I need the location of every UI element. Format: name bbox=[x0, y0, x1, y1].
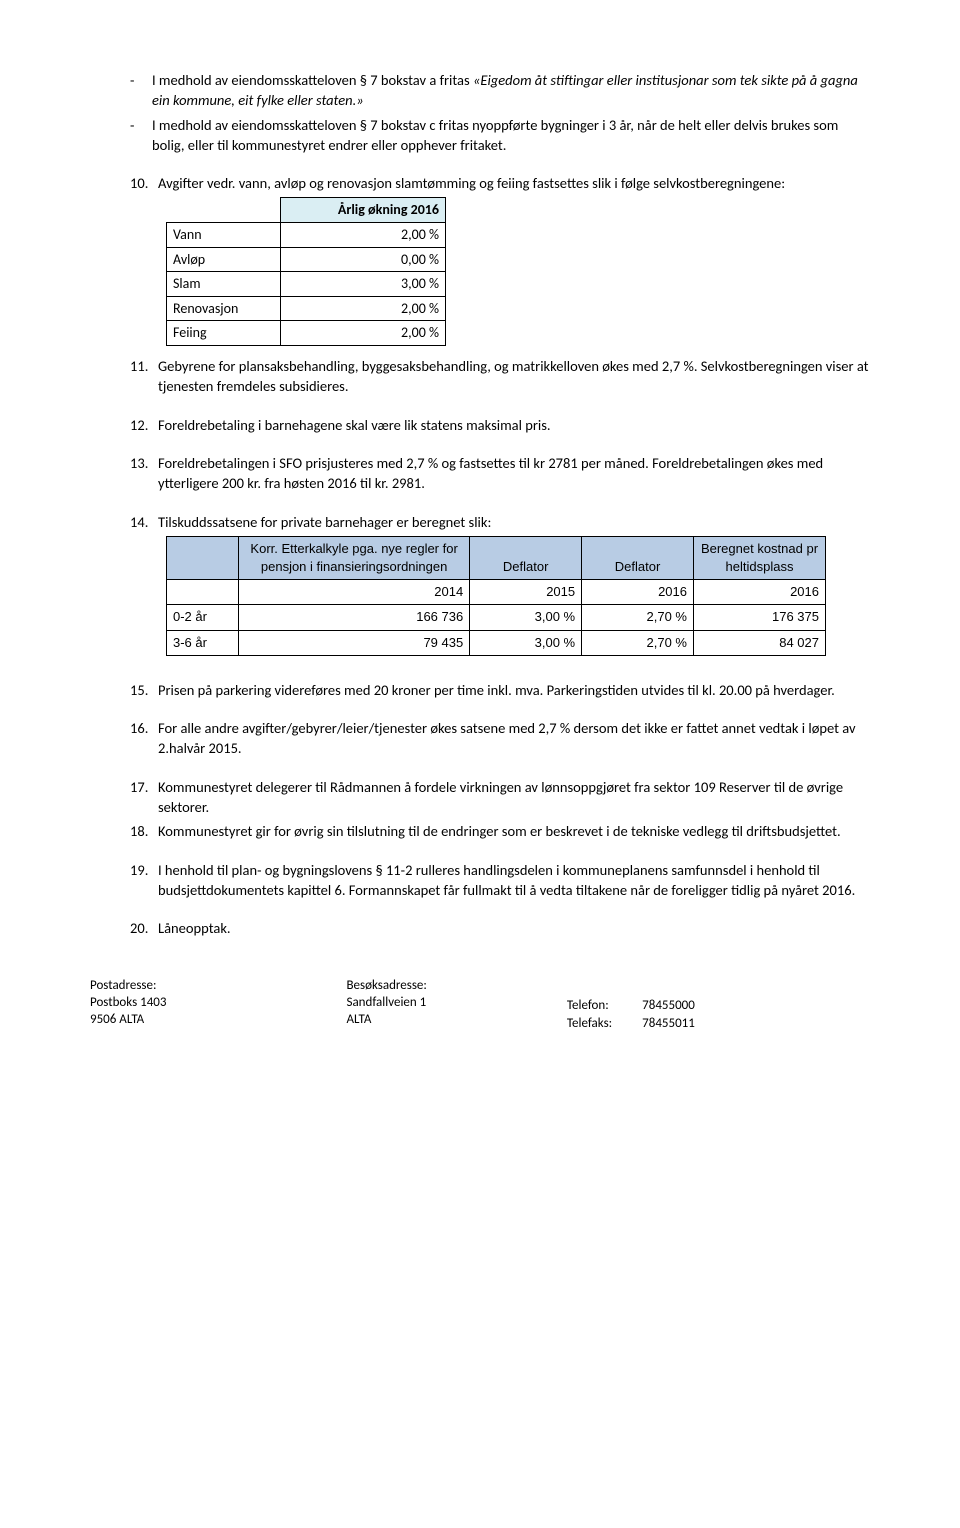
rate-label: Slam bbox=[167, 272, 281, 297]
table-cell: 2014 bbox=[239, 580, 470, 605]
table-cell: 2016 bbox=[694, 580, 826, 605]
table-cell: 79 435 bbox=[239, 630, 470, 655]
table-cell: 0-2 år bbox=[167, 605, 239, 630]
table-header: Deflator bbox=[582, 536, 694, 579]
footer-line: 9506 ALTA bbox=[90, 1012, 166, 1029]
table-header-empty bbox=[167, 536, 239, 579]
item-text: Kommunestyret delegerer til Rådmannen å … bbox=[158, 777, 870, 818]
item-number: 14. bbox=[130, 512, 158, 532]
rate-label: Renovasjon bbox=[167, 296, 281, 321]
item-text: Låneopptak. bbox=[158, 918, 870, 938]
footer-label: Postadresse: bbox=[90, 978, 166, 995]
rate-value: 2,00 % bbox=[280, 321, 445, 346]
footer-post-address: Postadresse: Postboks 1403 9506 ALTA bbox=[90, 978, 166, 1033]
page-footer: Postadresse: Postboks 1403 9506 ALTA Bes… bbox=[90, 978, 870, 1033]
table-year-row: 2014 2015 2016 2016 bbox=[167, 580, 826, 605]
table-cell: 166 736 bbox=[239, 605, 470, 630]
table-cell: 3,00 % bbox=[470, 630, 582, 655]
footer-visit-address: Besøksadresse: Sandfallveien 1 ALTA bbox=[346, 978, 426, 1033]
item-text: Tilskuddssatsene for private barnehager … bbox=[158, 512, 870, 532]
footer-phone: 78455000 bbox=[642, 997, 695, 1015]
item-number: 18. bbox=[130, 821, 158, 841]
footer-line: Sandfallveien 1 bbox=[346, 995, 426, 1012]
numbered-item-13: 13. Foreldrebetalingen i SFO prisjustere… bbox=[130, 453, 870, 494]
numbered-item-14: 14. Tilskuddssatsene for private barneha… bbox=[130, 512, 870, 532]
table-cell: 2,70 % bbox=[582, 605, 694, 630]
bullet-marker: - bbox=[130, 70, 152, 111]
rate-value: 3,00 % bbox=[280, 272, 445, 297]
table-cell: 176 375 bbox=[694, 605, 826, 630]
item-number: 13. bbox=[130, 453, 158, 494]
numbered-item-18: 18. Kommunestyret gir for øvrig sin tils… bbox=[130, 821, 870, 841]
item-number: 17. bbox=[130, 777, 158, 818]
numbered-item-17: 17. Kommunestyret delegerer til Rådmanne… bbox=[130, 777, 870, 818]
table-cell: 3,00 % bbox=[470, 605, 582, 630]
item-number: 12. bbox=[130, 415, 158, 435]
footer-label: Besøksadresse: bbox=[346, 978, 426, 995]
footer-line: ALTA bbox=[346, 1012, 426, 1029]
footer-line: Postboks 1403 bbox=[90, 995, 166, 1012]
table-row: 3-6 år 79 435 3,00 % 2,70 % 84 027 bbox=[167, 630, 826, 655]
rate-label: Vann bbox=[167, 223, 281, 248]
item-number: 20. bbox=[130, 918, 158, 938]
footer-fax-label: Telefaks: bbox=[567, 1015, 612, 1033]
table-header: Korr. Etterkalkyle pga. nye regler for p… bbox=[239, 536, 470, 579]
item-text: Gebyrene for plansaksbehandling, byggesa… bbox=[158, 356, 870, 397]
item-number: 10. bbox=[130, 173, 158, 193]
rate-value: 2,00 % bbox=[280, 223, 445, 248]
item-text: Foreldrebetalingen i SFO prisjusteres me… bbox=[158, 453, 870, 494]
footer-phone-label: Telefon: bbox=[567, 997, 612, 1015]
table-cell: 3-6 år bbox=[167, 630, 239, 655]
table-row: Slam3,00 % bbox=[167, 272, 446, 297]
table-row: Renovasjon2,00 % bbox=[167, 296, 446, 321]
table-cell: 2015 bbox=[470, 580, 582, 605]
item-text: Prisen på parkering videreføres med 20 k… bbox=[158, 680, 870, 700]
table-cell bbox=[167, 580, 239, 605]
footer-contact: Telefon: Telefaks: 78455000 78455011 bbox=[567, 978, 695, 1033]
footer-fax: 78455011 bbox=[642, 1015, 695, 1033]
rate-label: Feiing bbox=[167, 321, 281, 346]
item-text: Kommunestyret gir for øvrig sin tilslutn… bbox=[158, 821, 870, 841]
numbered-item-12: 12. Foreldrebetaling i barnehagene skal … bbox=[130, 415, 870, 435]
numbered-item-16: 16. For alle andre avgifter/gebyrer/leie… bbox=[130, 718, 870, 759]
rate-value: 2,00 % bbox=[280, 296, 445, 321]
item-text: I henhold til plan- og bygningslovens § … bbox=[158, 860, 870, 901]
table-row: Avløp0,00 % bbox=[167, 247, 446, 272]
numbered-item-19: 19. I henhold til plan- og bygningsloven… bbox=[130, 860, 870, 901]
subsidy-table: Korr. Etterkalkyle pga. nye regler for p… bbox=[166, 536, 826, 656]
table-empty-header bbox=[167, 198, 281, 223]
item-text: Avgifter vedr. vann, avløp og renovasjon… bbox=[158, 173, 870, 193]
rates-table: Årlig økning 2016 Vann2,00 % Avløp0,00 %… bbox=[166, 197, 446, 346]
numbered-item-15: 15. Prisen på parkering videreføres med … bbox=[130, 680, 870, 700]
item-number: 11. bbox=[130, 356, 158, 397]
numbered-item-20: 20. Låneopptak. bbox=[130, 918, 870, 938]
table-cell: 84 027 bbox=[694, 630, 826, 655]
table-cell: 2016 bbox=[582, 580, 694, 605]
rate-value: 0,00 % bbox=[280, 247, 445, 272]
bullet-text-pre: I medhold av eiendomsskatteloven § 7 bok… bbox=[152, 71, 473, 89]
table-row: Vann2,00 % bbox=[167, 223, 446, 248]
bullet-item: - I medhold av eiendomsskatteloven § 7 b… bbox=[130, 70, 870, 111]
item-number: 19. bbox=[130, 860, 158, 901]
table-row: Feiing2,00 % bbox=[167, 321, 446, 346]
bullet-text: I medhold av eiendomsskatteloven § 7 bok… bbox=[152, 115, 870, 156]
item-text: For alle andre avgifter/gebyrer/leier/tj… bbox=[158, 718, 870, 759]
item-number: 15. bbox=[130, 680, 158, 700]
bullet-marker: - bbox=[130, 115, 152, 156]
table-cell: 2,70 % bbox=[582, 630, 694, 655]
table-header: Deflator bbox=[470, 536, 582, 579]
item-text: Foreldrebetaling i barnehagene skal være… bbox=[158, 415, 870, 435]
table-row: 0-2 år 166 736 3,00 % 2,70 % 176 375 bbox=[167, 605, 826, 630]
numbered-item-11: 11. Gebyrene for plansaksbehandling, byg… bbox=[130, 356, 870, 397]
numbered-item-10: 10. Avgifter vedr. vann, avløp og renova… bbox=[130, 173, 870, 193]
table-header: Årlig økning 2016 bbox=[280, 198, 445, 223]
bullet-item: - I medhold av eiendomsskatteloven § 7 b… bbox=[130, 115, 870, 156]
bullet-text: I medhold av eiendomsskatteloven § 7 bok… bbox=[152, 70, 870, 111]
item-number: 16. bbox=[130, 718, 158, 759]
rate-label: Avløp bbox=[167, 247, 281, 272]
table-header: Beregnet kostnad pr heltidsplass bbox=[694, 536, 826, 579]
